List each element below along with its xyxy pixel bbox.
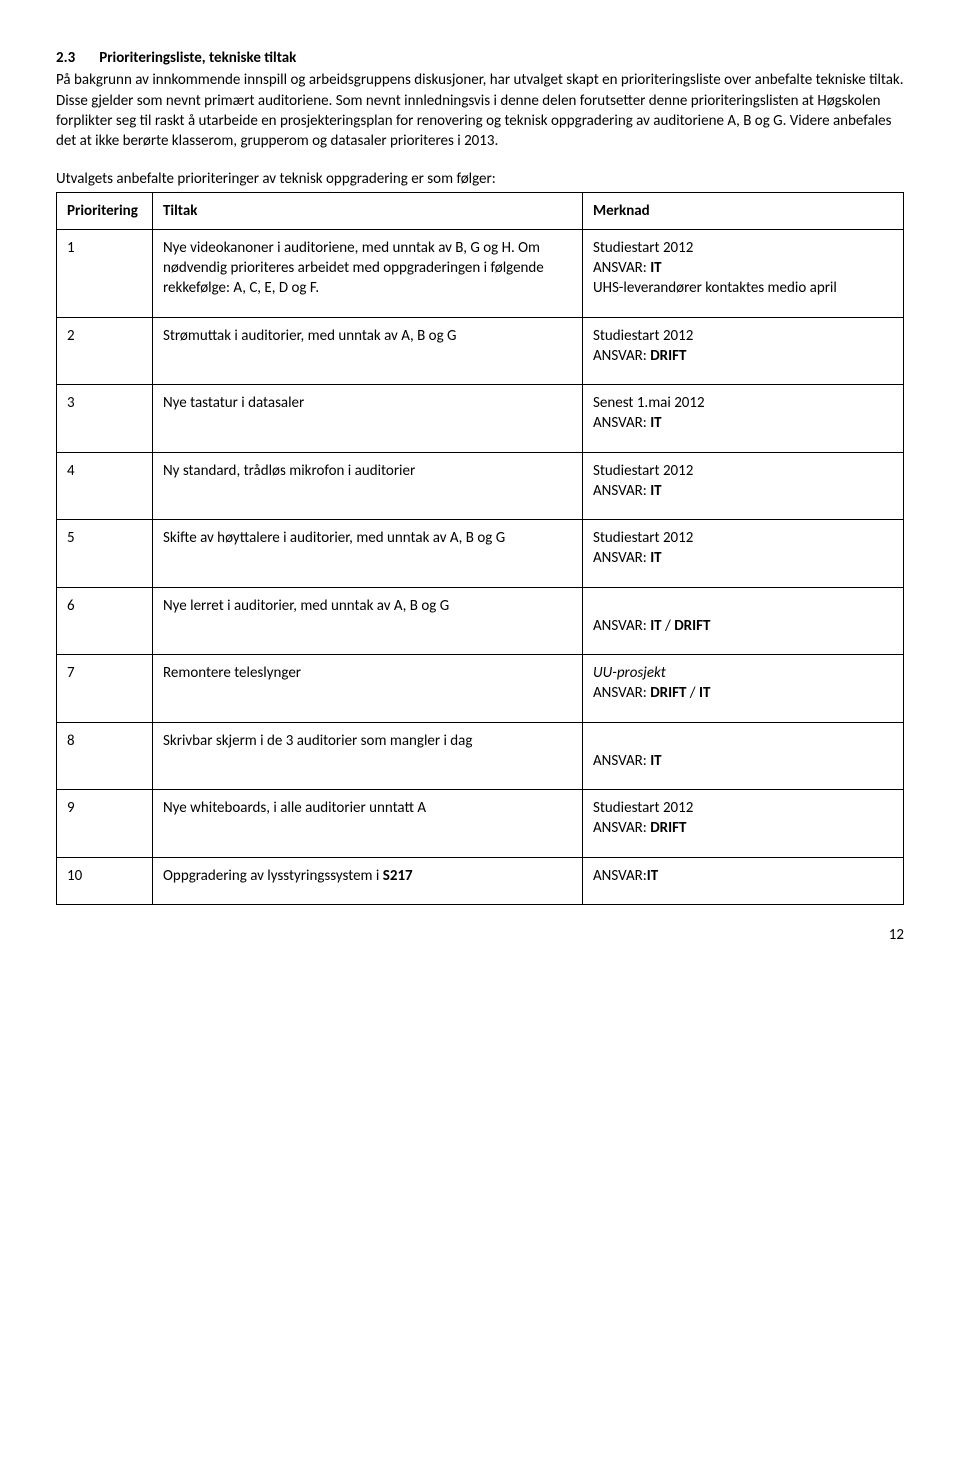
section-number: 2.3 xyxy=(56,48,75,68)
cell-tiltak: Nye videokanoner i auditoriene, med unnt… xyxy=(153,229,583,317)
cell-merknad: Senest 1.mai 2012ANSVAR: IT xyxy=(583,385,904,453)
cell-merknad: Studiestart 2012ANSVAR: DRIFT xyxy=(583,790,904,858)
cell-priority: 1 xyxy=(57,229,153,317)
table-row: 3Nye tastatur i datasalerSenest 1.mai 20… xyxy=(57,385,904,453)
cell-priority: 6 xyxy=(57,587,153,655)
cell-priority: 3 xyxy=(57,385,153,453)
cell-tiltak: Ny standard, trådløs mikrofon i auditori… xyxy=(153,452,583,520)
cell-merknad: ANSVAR:IT xyxy=(583,857,904,904)
cell-tiltak: Strømuttak i auditorier, med unntak av A… xyxy=(153,317,583,385)
cell-tiltak: Skifte av høyttalere i auditorier, med u… xyxy=(153,520,583,588)
table-intro-line: Utvalgets anbefalte prioriteringer av te… xyxy=(56,169,904,189)
cell-merknad: UU-prosjektANSVAR: DRIFT / IT xyxy=(583,655,904,723)
header-tiltak: Tiltak xyxy=(153,192,583,229)
table-row: 5Skifte av høyttalere i auditorier, med … xyxy=(57,520,904,588)
cell-tiltak: Remontere teleslynger xyxy=(153,655,583,723)
header-prioritering: Prioritering xyxy=(57,192,153,229)
table-row: 6Nye lerret i auditorier, med unntak av … xyxy=(57,587,904,655)
cell-priority: 4 xyxy=(57,452,153,520)
cell-tiltak: Nye lerret i auditorier, med unntak av A… xyxy=(153,587,583,655)
table-row: 7Remontere teleslyngerUU-prosjektANSVAR:… xyxy=(57,655,904,723)
table-row: 9Nye whiteboards, i alle auditorier unnt… xyxy=(57,790,904,858)
cell-priority: 8 xyxy=(57,722,153,790)
table-row: 4Ny standard, trådløs mikrofon i auditor… xyxy=(57,452,904,520)
cell-tiltak: Skrivbar skjerm i de 3 auditorier som ma… xyxy=(153,722,583,790)
cell-tiltak: Nye tastatur i datasaler xyxy=(153,385,583,453)
section-paragraph: På bakgrunn av innkommende innspill og a… xyxy=(56,70,904,151)
cell-merknad: ANSVAR: IT / DRIFT xyxy=(583,587,904,655)
cell-tiltak: Nye whiteboards, i alle auditorier unnta… xyxy=(153,790,583,858)
table-row: 1Nye videokanoner i auditoriene, med unn… xyxy=(57,229,904,317)
cell-merknad: ANSVAR: IT xyxy=(583,722,904,790)
cell-merknad: Studiestart 2012ANSVAR: IT xyxy=(583,452,904,520)
table-header-row: Prioritering Tiltak Merknad xyxy=(57,192,904,229)
section-title: Prioriteringsliste, tekniske tiltak xyxy=(99,49,296,67)
header-merknad: Merknad xyxy=(583,192,904,229)
cell-merknad: Studiestart 2012ANSVAR: IT xyxy=(583,520,904,588)
cell-priority: 9 xyxy=(57,790,153,858)
cell-merknad: Studiestart 2012ANSVAR: ITUHS-leverandør… xyxy=(583,229,904,317)
cell-priority: 2 xyxy=(57,317,153,385)
section-heading: 2.3 Prioriteringsliste, tekniske tiltak xyxy=(56,48,904,68)
page-number: 12 xyxy=(56,925,904,945)
table-row: 8Skrivbar skjerm i de 3 auditorier som m… xyxy=(57,722,904,790)
table-row: 2Strømuttak i auditorier, med unntak av … xyxy=(57,317,904,385)
cell-merknad: Studiestart 2012ANSVAR: DRIFT xyxy=(583,317,904,385)
priority-table: Prioritering Tiltak Merknad 1Nye videoka… xyxy=(56,192,904,905)
cell-tiltak: Oppgradering av lysstyringssystem i S217 xyxy=(153,857,583,904)
cell-priority: 7 xyxy=(57,655,153,723)
cell-priority: 5 xyxy=(57,520,153,588)
cell-priority: 10 xyxy=(57,857,153,904)
table-row: 10Oppgradering av lysstyringssystem i S2… xyxy=(57,857,904,904)
